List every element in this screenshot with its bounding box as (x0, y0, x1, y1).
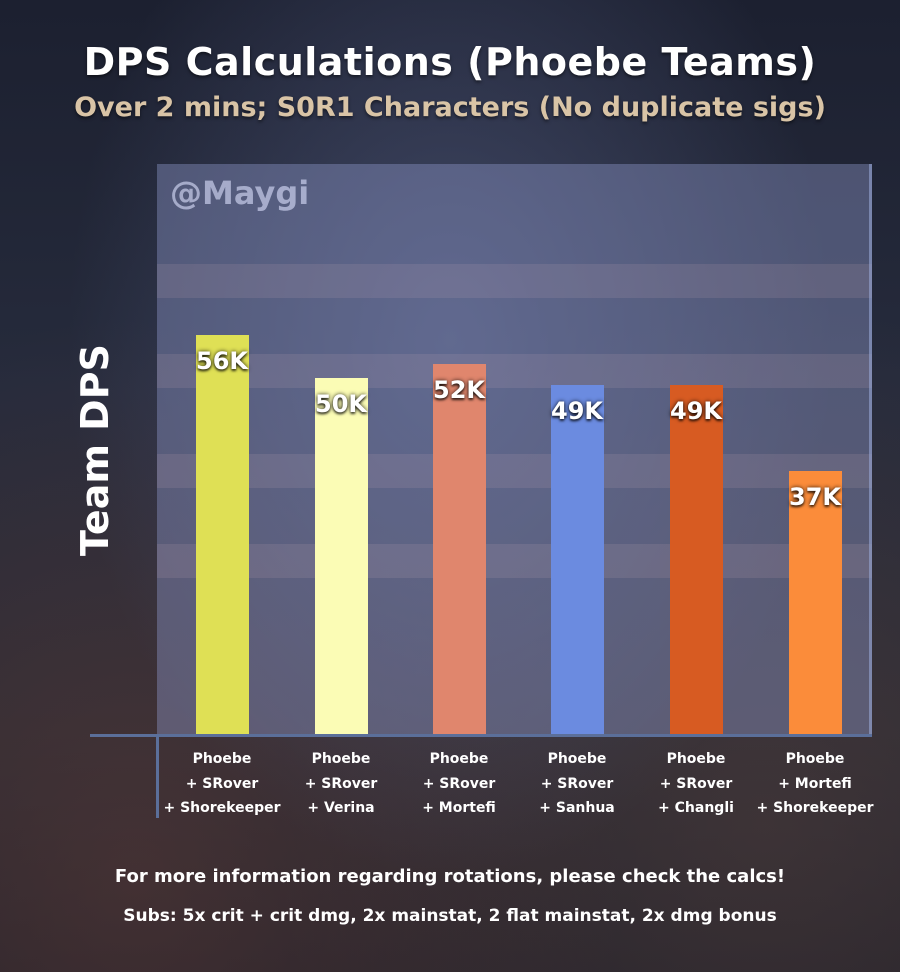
y-axis-line (156, 734, 159, 818)
bar (550, 385, 604, 735)
chart-title: DPS Calculations (Phoebe Teams) (83, 40, 817, 84)
x-tick-label: Phoebe + SRover + Sanhua (512, 747, 642, 821)
bar-value-label: 50K (315, 390, 367, 419)
y-axis-label: Team DPS (73, 344, 117, 556)
x-tick-label-line: + SRover (540, 775, 614, 792)
x-tick-label-line: + Mortefi (778, 775, 852, 792)
footer-note: For more information regarding rotations… (114, 866, 786, 887)
plot-area (157, 164, 872, 735)
x-tick-label-line: Phoebe (547, 751, 607, 767)
background-stripe (157, 454, 872, 488)
x-tick-label-line: Phoebe (666, 751, 726, 767)
bar (788, 470, 842, 735)
bar-value-label: 49K (670, 397, 722, 426)
x-tick-label-line: + SRover (659, 775, 733, 792)
x-tick-label: Phoebe + SRover + Shorekeeper (157, 747, 287, 821)
x-tick-label: Phoebe + Mortefi + Shorekeeper (750, 747, 880, 821)
bar-value-label: 49K (551, 397, 603, 426)
bar-value-label: 56K (196, 347, 248, 376)
x-axis-line (90, 734, 872, 737)
bar-value-label: 37K (789, 482, 841, 511)
x-tick-label-line: Phoebe (785, 751, 845, 767)
bar (195, 335, 249, 735)
x-tick-label-line: + SRover (422, 775, 496, 792)
chart-subtitle: Over 2 mins; S0R1 Characters (No duplica… (74, 92, 826, 123)
x-tick-label-line: + Shorekeeper (163, 800, 281, 816)
x-tick-label: Phoebe + SRover + Verina (276, 747, 406, 821)
bar-value-label: 52K (433, 375, 485, 404)
x-tick-label-line: Phoebe (429, 751, 489, 767)
x-tick-label-line: + Sanhua (539, 800, 615, 816)
x-tick-label-line: + SRover (185, 775, 259, 792)
watermark: @Maygi (170, 174, 310, 212)
background-stripe (157, 544, 872, 578)
x-tick-label-line: Phoebe (311, 751, 371, 767)
background-stripe (157, 264, 872, 298)
x-tick-label-line: + Mortefi (422, 800, 496, 816)
x-tick-label-line: + Verina (307, 800, 375, 816)
bar (432, 363, 486, 735)
x-tick-label: Phoebe + SRover + Changli (631, 747, 761, 821)
footer-subs: Subs: 5x crit + crit dmg, 2x mainstat, 2… (123, 906, 777, 926)
bar (669, 385, 723, 735)
x-tick-label-line: + Changli (658, 800, 734, 816)
background-stripe (157, 354, 872, 388)
bar (314, 378, 368, 735)
x-tick-label-line: + SRover (304, 775, 378, 792)
x-tick-label-line: + Shorekeeper (756, 800, 874, 816)
plot-right-border (869, 164, 872, 735)
x-tick-label: Phoebe + SRover + Mortefi (394, 747, 524, 821)
x-tick-label-line: Phoebe (192, 751, 252, 767)
